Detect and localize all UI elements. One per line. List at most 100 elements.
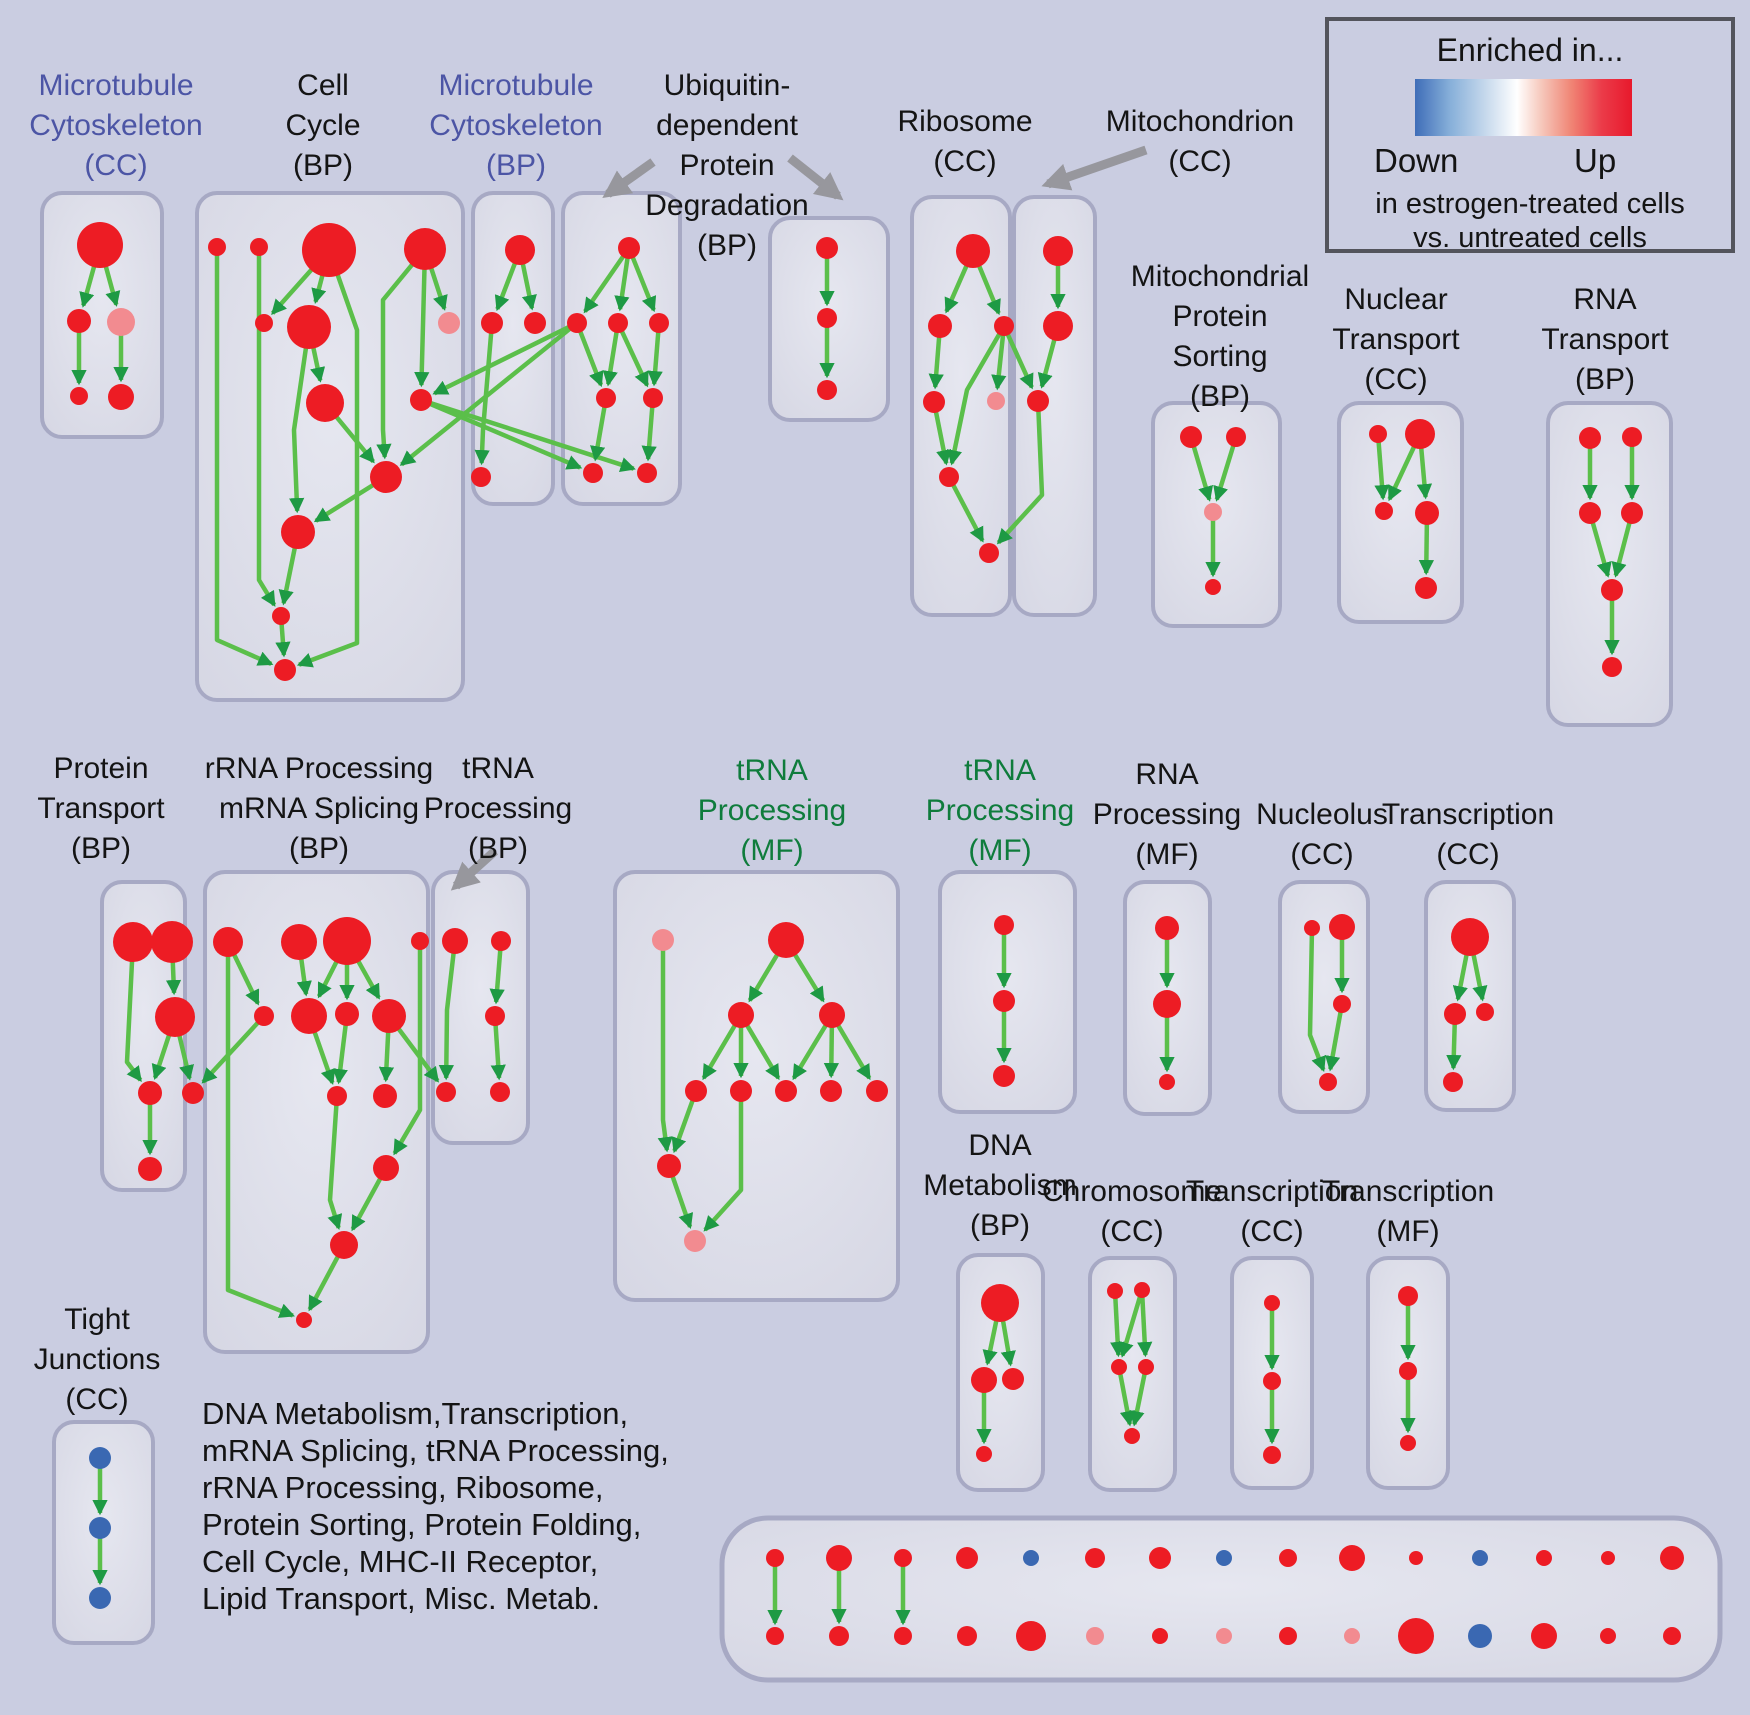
legend-gradient-bar — [1415, 79, 1632, 136]
node-strip2-bottom — [829, 1626, 849, 1646]
node-cci — [410, 389, 432, 411]
edge-ccf-cck — [289, 326, 312, 514]
node-ch3 — [1111, 1359, 1127, 1375]
label-rna-processing-mf: RNA Processing (MF) — [1092, 758, 1242, 871]
cluster-box-summary-strip — [719, 1515, 1723, 1683]
node-n1 — [1304, 920, 1320, 936]
legend-context-line1: in estrogen-treated cells — [1375, 188, 1685, 220]
label-transcription-cc-2: Transcription (CC) — [1185, 1175, 1359, 1248]
node-strip4-bottom — [957, 1626, 977, 1646]
label-ubiquitin-bp: Ubiquitin- dependent Protein Degradation… — [645, 69, 809, 262]
node-rb5 — [987, 392, 1005, 410]
edge-pt1-pt4 — [124, 941, 143, 1082]
node-ccd — [404, 228, 446, 270]
label-misc-cluster-list: DNA Metabolism,Transcription, mRNA Splic… — [202, 1396, 669, 1616]
edge-cci-ubbl — [420, 397, 583, 470]
node-rb2 — [928, 314, 952, 338]
node-strip13-top — [1536, 1550, 1552, 1566]
node-ccj — [370, 461, 402, 493]
node-rt4 — [1621, 502, 1643, 524]
node-mc5 — [108, 384, 134, 410]
node-s2 — [993, 990, 1015, 1012]
node-nt5 — [1415, 577, 1437, 599]
node-mc2 — [67, 309, 91, 333]
node-ch5 — [1124, 1428, 1140, 1444]
node-t1 — [652, 929, 674, 951]
node-f3 — [1400, 1435, 1416, 1451]
edge-ccd-ccj — [376, 247, 427, 460]
node-rr10 — [373, 1084, 397, 1108]
node-strip9-bottom — [1279, 1627, 1297, 1645]
node-f1 — [1398, 1286, 1418, 1306]
node-u2c — [817, 380, 837, 400]
node-mb2 — [481, 312, 503, 334]
node-strip1-bottom — [766, 1627, 784, 1645]
node-strip10-top — [1339, 1545, 1365, 1571]
node-q3 — [1159, 1074, 1175, 1090]
node-v2 — [1444, 1003, 1466, 1025]
node-rr7 — [335, 1002, 359, 1026]
node-ubmr — [649, 313, 669, 333]
legend-title: Enriched in... — [1436, 32, 1624, 68]
node-rr13 — [296, 1312, 312, 1328]
node-rb4 — [923, 391, 945, 413]
edge-ubll-ubbl — [590, 397, 609, 462]
node-j2 — [89, 1517, 111, 1539]
node-tb2 — [491, 931, 511, 951]
label-trna-processing-mf-2: tRNA Processing (MF) — [925, 754, 1075, 867]
edge-ubt-ubml — [583, 246, 631, 314]
node-strip13-bottom — [1531, 1623, 1557, 1649]
pointer-arrow-2 — [787, 154, 844, 201]
edge-ubt-ubmr — [626, 247, 657, 313]
node-pt6 — [138, 1157, 162, 1181]
edge-tb1-tb4 — [438, 940, 458, 1081]
node-s1 — [994, 915, 1014, 935]
node-mi2 — [1043, 311, 1073, 341]
node-t10 — [657, 1154, 681, 1178]
node-strip2-top — [826, 1545, 852, 1571]
node-mc1 — [77, 222, 123, 268]
node-t3 — [728, 1002, 754, 1028]
node-mc4 — [70, 387, 88, 405]
edge-rb3-rb6 — [946, 324, 1006, 466]
edge-n1-n4 — [1307, 927, 1326, 1073]
label-dna-metabolism-bp: DNA Metabolism (BP) — [923, 1129, 1077, 1242]
edge-ch3-ch5 — [1116, 1366, 1135, 1427]
node-tb1 — [442, 928, 468, 954]
node-rt6 — [1602, 657, 1622, 677]
node-strip15-top — [1660, 1546, 1684, 1570]
node-e1 — [1264, 1295, 1280, 1311]
edge-tb2-tb3 — [489, 940, 505, 1005]
node-t11 — [684, 1230, 706, 1252]
edge-nt1-nt3 — [1374, 433, 1390, 501]
node-mi1 — [1043, 236, 1073, 266]
node-strip5-bottom — [1016, 1621, 1046, 1651]
edge-ubml-ubll — [574, 322, 604, 388]
edge-ubml-ccj — [399, 321, 579, 467]
node-cch — [306, 384, 344, 422]
node-j3 — [89, 1587, 111, 1609]
node-rt5 — [1601, 579, 1623, 601]
edge-ccd-cci — [414, 248, 430, 388]
node-strip14-top — [1601, 1551, 1615, 1565]
node-q1 — [1155, 916, 1179, 940]
node-mi3 — [1027, 390, 1049, 412]
node-ubmc — [608, 313, 628, 333]
node-d2 — [971, 1367, 997, 1393]
node-d4 — [976, 1446, 992, 1462]
node-rr1 — [213, 927, 243, 957]
node-strip1-top — [766, 1549, 784, 1567]
label-cell-cycle-bp: Cell Cycle (BP) — [285, 69, 361, 182]
node-mp4 — [1205, 579, 1221, 595]
node-e3 — [1263, 1446, 1281, 1464]
node-mb4 — [471, 467, 491, 487]
cluster-box-trna-processing-mf-1 — [613, 870, 900, 1302]
node-strip5-top — [1023, 1550, 1039, 1566]
node-rt2 — [1622, 427, 1642, 447]
node-nt2 — [1405, 419, 1435, 449]
node-rb1 — [956, 234, 990, 268]
node-ch4 — [1138, 1359, 1154, 1375]
node-d3 — [1002, 1368, 1024, 1390]
edge-ch2-ch4 — [1137, 1289, 1153, 1358]
